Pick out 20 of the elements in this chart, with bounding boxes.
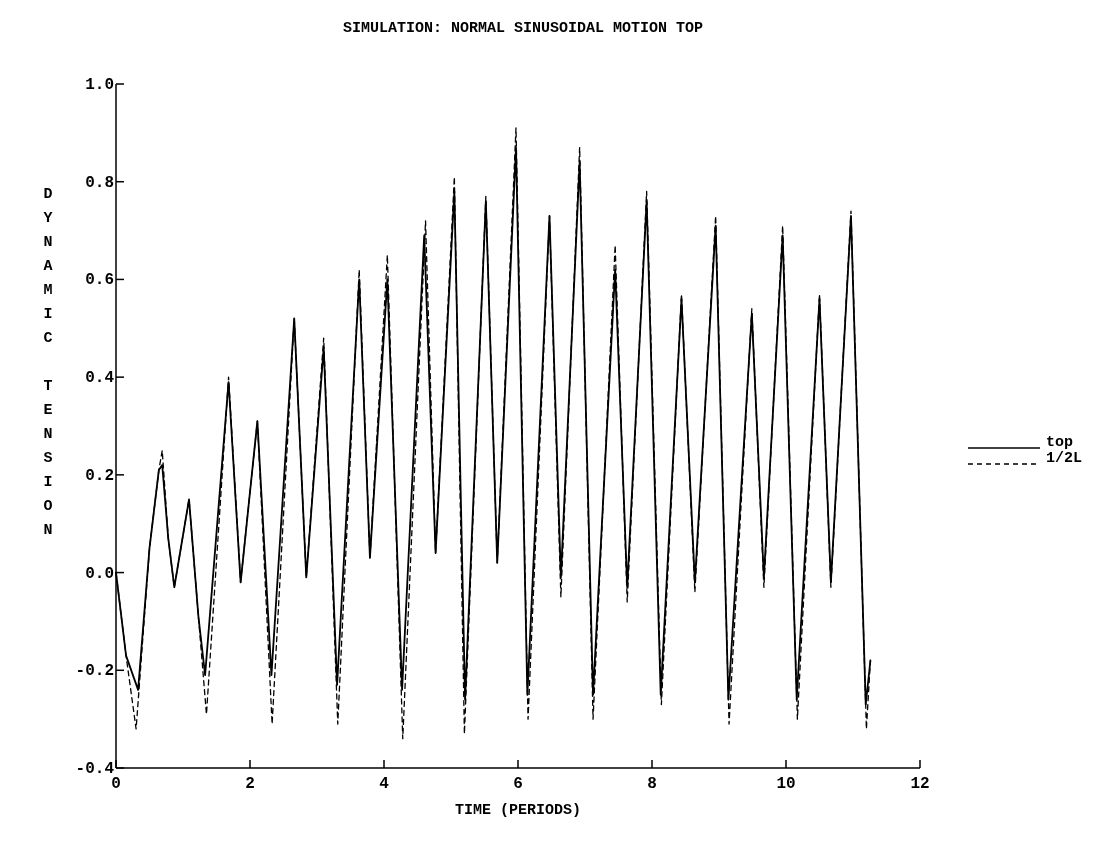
x-tick-label: 10 [776, 775, 796, 793]
legend-label: top [1046, 434, 1074, 451]
y-tick-label: 0.6 [85, 271, 114, 290]
x-tick-label: 2 [245, 775, 255, 793]
x-tick-label: 6 [513, 775, 523, 793]
y-tick-label: 0.8 [85, 173, 114, 192]
y-tick-label: 1.0 [85, 76, 114, 94]
x-tick-label: 8 [647, 775, 657, 793]
legend-label: 1/2L [1046, 450, 1083, 467]
x-axis-title: TIME (PERIODS) [454, 802, 582, 819]
text: DYNAMIC TENSION [43, 186, 53, 539]
x-tick-label: 4 [379, 775, 390, 793]
x-tick-label: 12 [910, 775, 930, 793]
y-tick-label: -0.4 [75, 760, 115, 778]
y-tick-label: 0.4 [85, 369, 115, 388]
y-tick-label: 0.0 [85, 564, 114, 583]
y-tick-label: 0.2 [85, 466, 114, 485]
x-tick-label: 0 [111, 775, 121, 793]
y-tick-label: -0.2 [75, 662, 114, 681]
chart-title: SIMULATION: NORMAL SINUSOIDAL MOTION TOP [342, 20, 704, 37]
